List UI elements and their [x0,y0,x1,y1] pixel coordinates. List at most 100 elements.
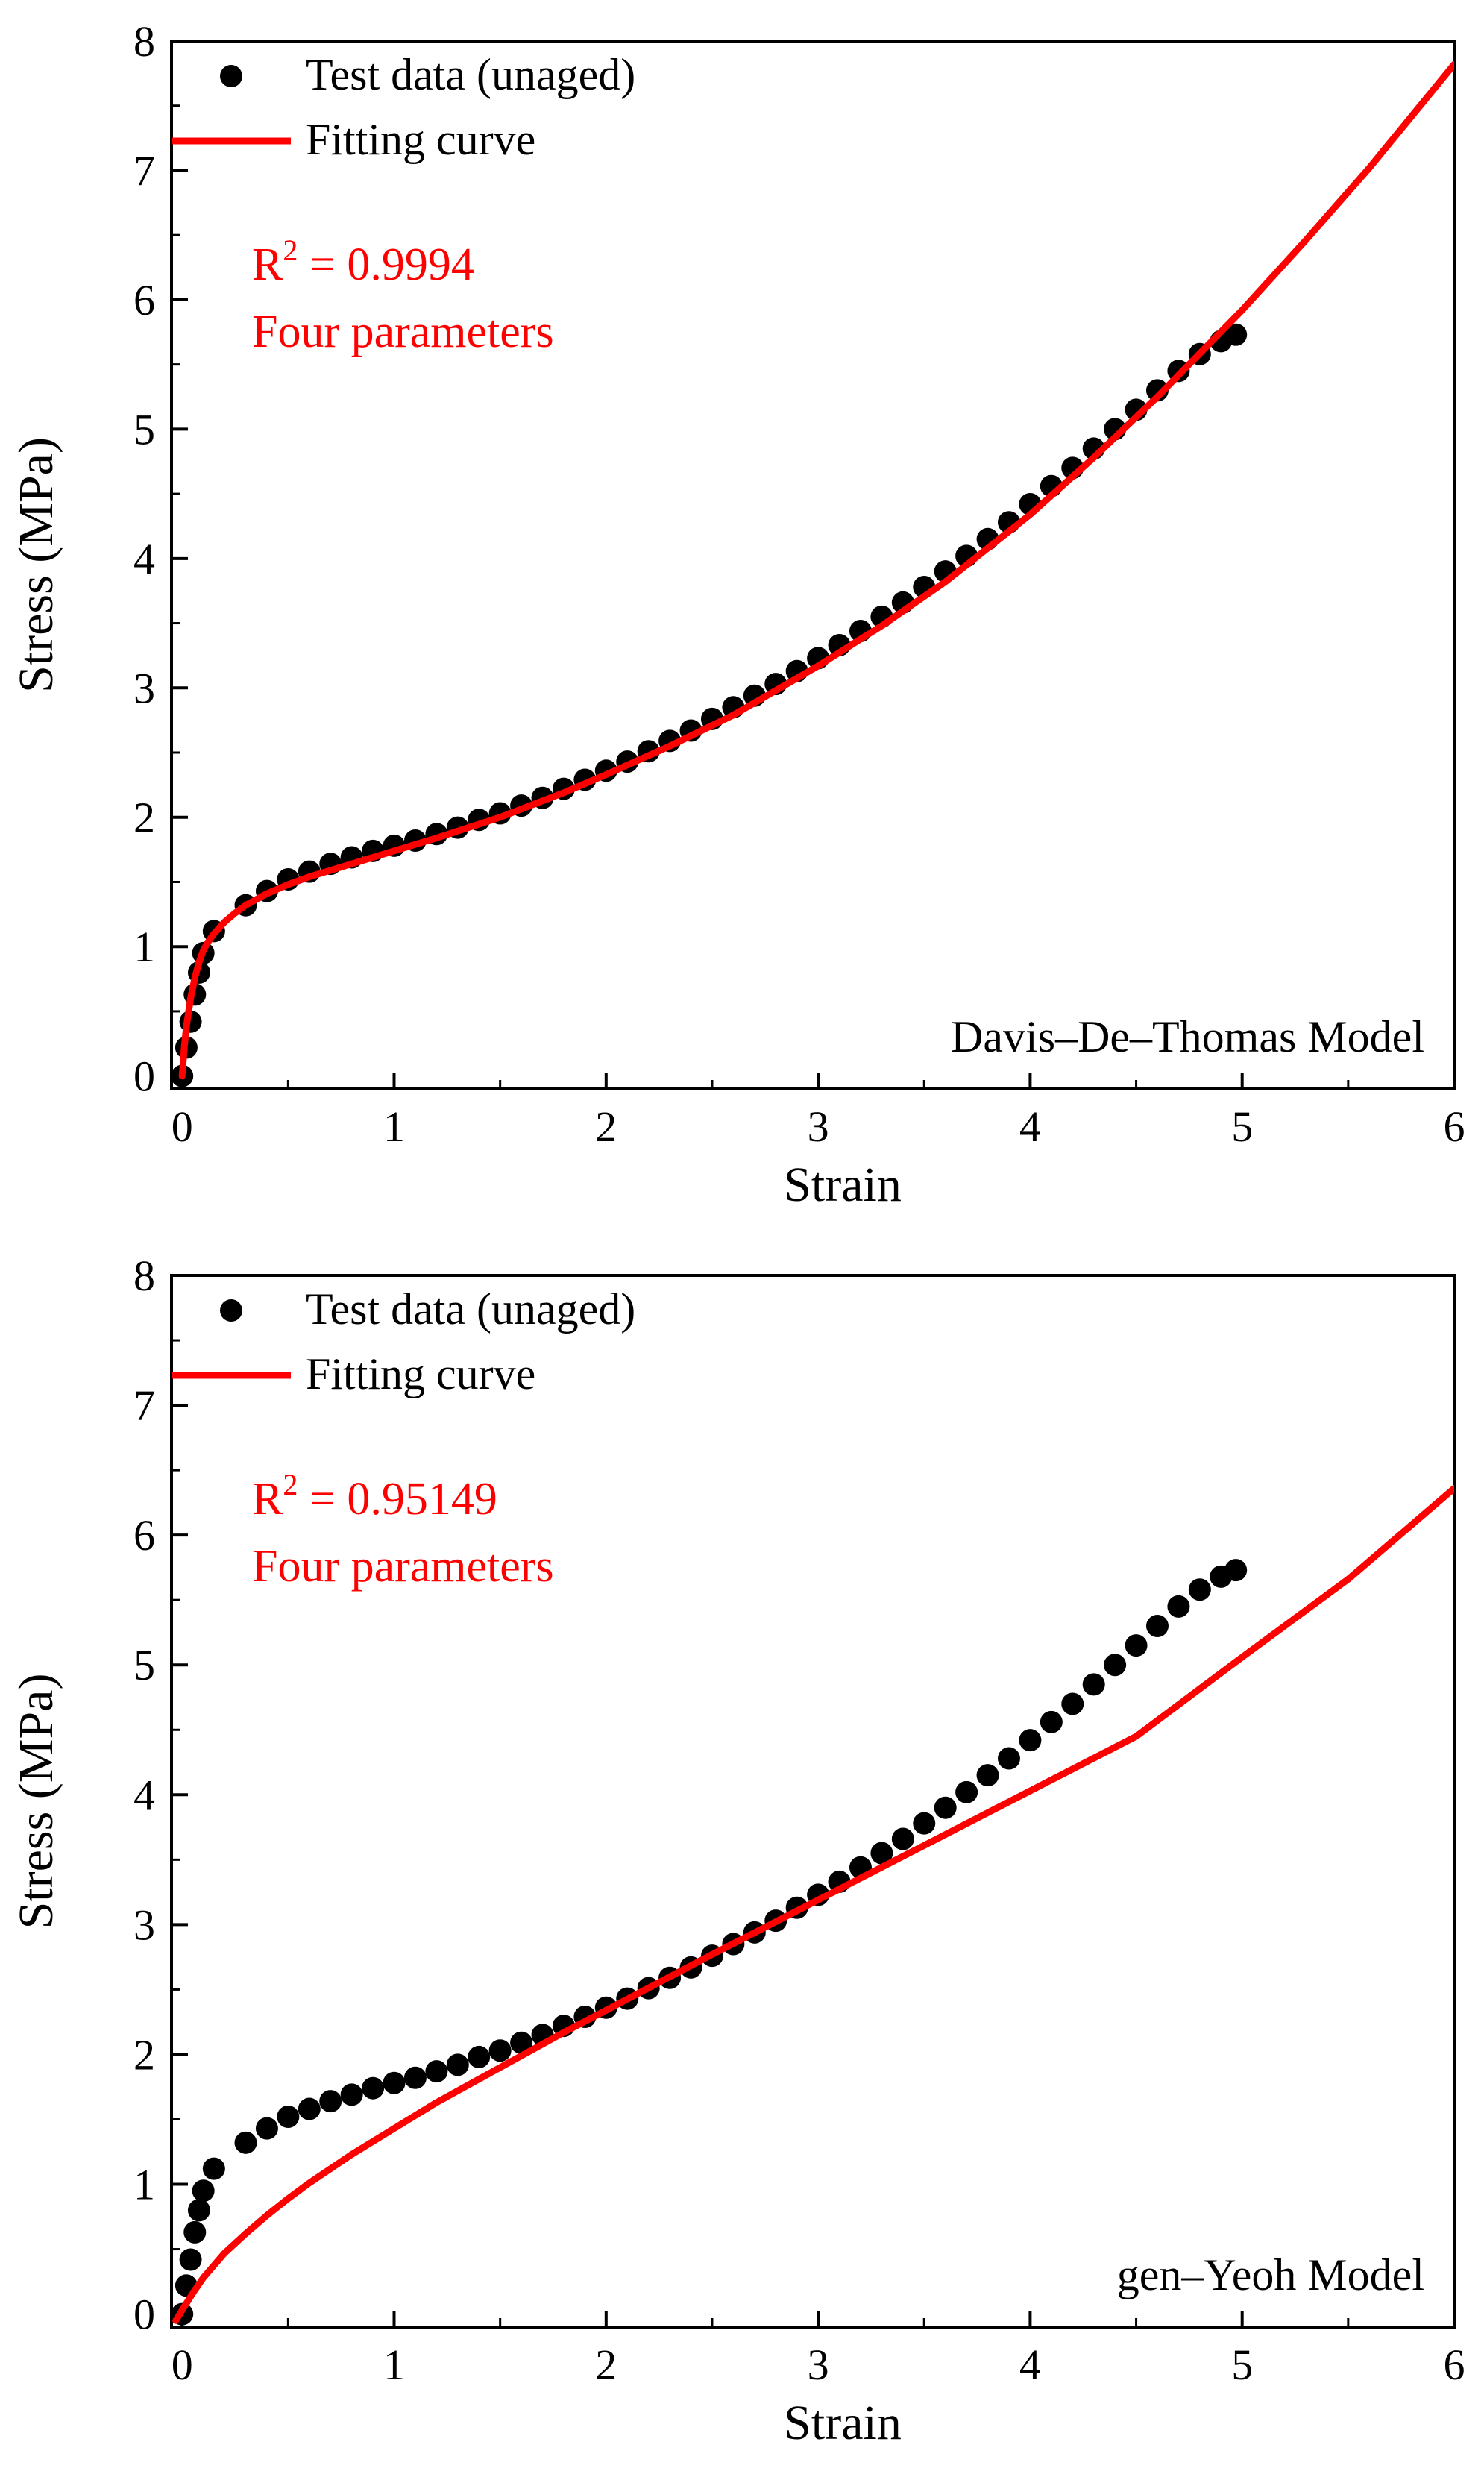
parameter-count-label: Four parameters [252,307,554,357]
data-point [202,2157,225,2180]
data-point [1224,323,1248,346]
x-tick-label: 3 [808,2341,829,2389]
chart-panel-bottom: 0 1 2 3 4 5 6 0 1 2 3 4 5 6 7 8 Strain Stress (MPa) Test d… [9,1252,1465,2450]
data-point [403,2066,427,2089]
x-axis-title: Strain [784,1158,902,1212]
data-point [425,2060,448,2083]
plot-area [172,1485,1454,2326]
y-tick-label: 8 [133,17,155,66]
y-tick-label: 0 [133,2291,155,2339]
x-tick-label: 5 [1231,1102,1253,1151]
data-point [192,2179,215,2203]
data-point [891,1827,914,1850]
data-point [1040,1710,1063,1733]
y-tick-label: 3 [133,664,155,712]
y-tick-label: 2 [133,2030,155,2079]
data-point [255,2117,278,2140]
parameter-count-label: Four parameters [252,1541,554,1592]
y-tick-label: 2 [133,794,155,842]
x-tick-label: 4 [1019,2341,1041,2389]
data-point [1188,1578,1211,1601]
data-point [383,2071,406,2094]
plot-area [172,60,1454,1087]
legend-label-data: Test data (unaged) [306,50,635,99]
data-point [179,2248,202,2271]
y-tick-label: 1 [133,923,155,971]
y-tick-label: 0 [133,1052,155,1101]
x-tick-label: 5 [1231,2341,1253,2389]
y-tick-label: 6 [133,276,155,324]
y-tick-label: 1 [133,2161,155,2209]
legend-label-fit: Fitting curve [306,1349,535,1398]
y-tick-label: 7 [133,1381,155,1430]
data-point [340,2083,363,2106]
x-tick-label: 6 [1444,2341,1465,2389]
data-point [319,2090,342,2113]
y-tick-label: 4 [133,535,155,583]
y-tick-label: 8 [133,1252,155,1300]
chart-panel-top: 0 1 2 3 4 5 6 0 1 2 3 4 5 6 7 8 Strain Stress (MPa) Test d… [9,17,1465,1212]
axes-frame [170,40,1456,1090]
data-point [468,2045,491,2068]
data-point [488,2039,512,2062]
data-point [913,1812,936,1835]
data-point [870,1842,893,1865]
model-name-label: Davis–De–Thomas Model [951,1012,1424,1061]
data-point [298,2097,321,2120]
fit-annotation: R2 = 0.95149 Four parameters [252,1468,554,1592]
data-point [446,2053,469,2076]
r-squared-label: R2 = 0.9994 [252,233,474,290]
x-tick-label: 3 [808,1102,829,1151]
data-point [234,2131,257,2154]
data-point [934,1796,957,1819]
data-point [277,2106,300,2128]
r-squared-label: R2 = 0.95149 [252,1468,497,1525]
x-axis-title: Strain [784,2396,902,2450]
data-point [1061,1692,1084,1715]
x-tick-label: 4 [1019,1102,1041,1151]
data-point [187,2199,210,2222]
legend-label-data: Test data (unaged) [306,1284,635,1334]
data-point [1104,1654,1127,1677]
data-point [1019,1729,1042,1752]
fit-annotation: R2 = 0.9994 Four parameters [252,233,554,357]
data-point [1167,1595,1190,1618]
x-tick-label: 2 [595,2341,617,2389]
axes-frame [170,1274,1456,2329]
y-tick-label: 5 [133,405,155,453]
legend: Test data (unaged) Fitting curve [172,50,635,164]
data-point [510,2031,533,2054]
y-tick-label: 6 [133,1511,155,1560]
x-tick-label: 0 [172,2341,193,2389]
x-tick-label: 0 [172,1102,193,1151]
data-point [362,2076,385,2100]
x-tick-label: 2 [595,1102,617,1151]
data-point [1125,1634,1148,1657]
legend-label-fit: Fitting curve [306,115,535,164]
x-tick-label: 1 [383,2341,405,2389]
data-point [997,1747,1020,1770]
series-fitting-curve [178,60,1454,1080]
data-point [1224,1559,1248,1582]
series-test-data [172,1559,1248,2326]
x-tick-label: 1 [383,1102,405,1151]
data-point [976,1764,999,1787]
series-test-data [172,323,1248,1087]
data-point [1145,1615,1169,1637]
y-tick-label: 5 [133,1641,155,1689]
data-point [1082,1673,1105,1696]
legend-marker-data [220,65,242,87]
data-point [955,1780,978,1803]
y-tick-label: 4 [133,1771,155,1819]
x-tick-label: 6 [1444,1102,1465,1151]
legend: Test data (unaged) Fitting curve [172,1284,635,1398]
y-tick-label: 3 [133,1900,155,1949]
data-point [1145,379,1169,402]
y-tick-label: 7 [133,146,155,195]
y-axis-title: Stress (MPa) [9,437,63,693]
legend-marker-data [220,1299,242,1322]
model-name-label: gen–Yeoh Model [1117,2250,1424,2299]
y-axis-title: Stress (MPa) [9,1674,63,1930]
series-fitting-curve [172,1485,1454,2324]
